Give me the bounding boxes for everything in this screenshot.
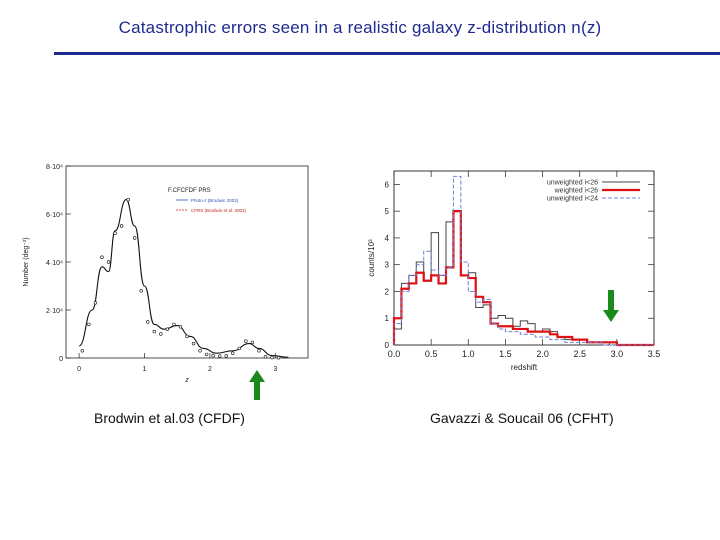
data-point xyxy=(231,351,235,355)
x-tick-label: 3.5 xyxy=(648,349,661,359)
y-axis-label: Number (deg⁻²) xyxy=(23,237,30,286)
data-point xyxy=(119,224,124,228)
left-caption: Brodwin et al.03 (CFDF) xyxy=(94,410,245,426)
slide-title: Catastrophic errors seen in a realistic … xyxy=(118,18,602,37)
x-tick-label: 2.5 xyxy=(573,349,586,359)
data-point xyxy=(250,340,255,345)
title-rule xyxy=(54,52,720,55)
data-point xyxy=(172,322,176,327)
y-tick-label: 6 xyxy=(385,180,390,189)
y-tick-label: 0 xyxy=(59,356,63,363)
data-point xyxy=(100,255,104,259)
x-tick-label: 0 xyxy=(77,366,81,373)
data-point xyxy=(93,301,98,305)
down-arrow-icon xyxy=(603,290,619,322)
y-tick-label: 1 xyxy=(385,314,390,323)
x-tick-label: 1.5 xyxy=(499,349,512,359)
data-point xyxy=(218,354,222,358)
series-line xyxy=(393,210,654,346)
data-point xyxy=(126,197,130,202)
plot-frame xyxy=(65,165,309,359)
up-arrow-icon xyxy=(249,370,265,400)
data-point xyxy=(276,356,281,360)
y-tick-label: 2·10⁴ xyxy=(46,308,63,315)
legend-entry: weighted i<26 xyxy=(554,188,599,195)
data-point xyxy=(87,322,91,327)
data-point xyxy=(80,349,85,353)
y-tick-label: 2 xyxy=(385,287,390,296)
series-line xyxy=(392,210,654,347)
x-tick-label: 3.0 xyxy=(611,349,624,359)
data-point xyxy=(152,329,156,334)
y-tick-label: 4·10⁴ xyxy=(46,260,63,267)
data-point xyxy=(165,327,170,331)
legend-entry: unweighted i<24 xyxy=(547,196,598,203)
y-tick-label: 8·10⁴ xyxy=(46,164,63,171)
x-axis-label: z xyxy=(184,377,189,384)
plot-frame xyxy=(393,170,655,346)
data-point xyxy=(106,260,111,264)
x-tick-label: 2 xyxy=(208,366,212,373)
data-point xyxy=(185,334,189,339)
legend-entry: unweighted i<26 xyxy=(547,180,598,187)
right-caption: Gavazzi & Soucail 06 (CFHT) xyxy=(430,410,614,426)
data-point xyxy=(146,320,150,324)
data-point xyxy=(159,332,163,336)
legend-entry: CFRS (Brodwin et al. 2003) xyxy=(191,208,247,213)
legend-title: F.CFCFDF PRS xyxy=(168,188,211,194)
data-point xyxy=(139,289,143,293)
brodwin-nz-plot: 0 2·10⁴ 4·10⁴ 6·10⁴ 8·10⁴ 0 1 2 3 z Number (deg⁻²)… xyxy=(23,164,309,384)
legend-entry: Photo-z (Brodwin 2003) xyxy=(191,198,239,203)
x-tick-label: 2.0 xyxy=(536,349,549,359)
data-point xyxy=(244,339,248,343)
data-point xyxy=(237,346,242,351)
x-tick-label: 1.0 xyxy=(462,349,475,359)
x-axis-label: redshift xyxy=(511,363,538,372)
data-point xyxy=(211,353,215,358)
data-point xyxy=(198,349,202,353)
data-point xyxy=(178,325,183,329)
data-point xyxy=(257,349,261,353)
data-point xyxy=(191,341,196,346)
y-tick-label: 0 xyxy=(385,341,390,350)
y-tick-label: 4 xyxy=(385,234,390,243)
y-tick-label: 5 xyxy=(385,207,390,216)
data-point xyxy=(113,231,117,235)
x-tick-label: 3 xyxy=(273,366,277,373)
data-point xyxy=(132,236,137,240)
data-point xyxy=(270,355,274,360)
y-tick-label: 6·10⁴ xyxy=(46,212,63,219)
x-tick-label: 1 xyxy=(143,366,147,373)
data-point xyxy=(224,354,228,358)
gavazzi-nz-plot: 0 1 2 3 4 5 6 0.0 0.5 1.0 1.5 2.0 2.5 3.0 3.5 redshift c… xyxy=(367,170,661,372)
data-point xyxy=(263,355,268,359)
data-point xyxy=(204,352,209,357)
y-tick-label: 3 xyxy=(385,261,390,270)
x-tick-label: 0.0 xyxy=(388,349,401,359)
y-axis-label: counts/10³ xyxy=(367,239,376,277)
x-tick-label: 0.5 xyxy=(425,349,438,359)
nz-curve xyxy=(78,199,289,358)
